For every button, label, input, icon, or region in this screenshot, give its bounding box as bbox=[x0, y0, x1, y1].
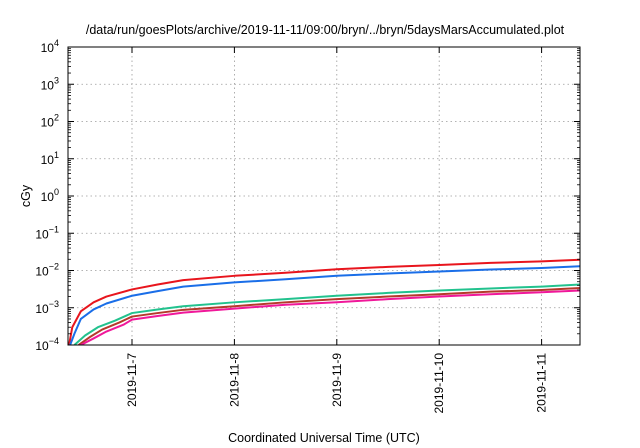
series-lines bbox=[68, 258, 580, 345]
y-tick-label: 10−2 bbox=[35, 262, 59, 279]
y-tick-label: 104 bbox=[41, 38, 59, 55]
x-tick-label: 2019-11-8 bbox=[227, 353, 241, 407]
x-tick-label: 2019-11-7 bbox=[125, 353, 139, 407]
y-tick-label: 103 bbox=[41, 75, 59, 92]
y-tick-label: 10−1 bbox=[35, 224, 59, 241]
x-tick-label: 2019-11-11 bbox=[535, 353, 549, 413]
x-axis: 2019-11-7 2019-11-8 2019-11-9 2019-11-10 201… bbox=[125, 47, 549, 414]
x-tick-label: 2019-11-10 bbox=[432, 353, 446, 414]
series-line-3 bbox=[73, 283, 580, 345]
y-tick-label: 101 bbox=[41, 150, 59, 167]
series-line-4 bbox=[78, 286, 580, 345]
y-tick-label: 100 bbox=[41, 187, 59, 204]
series-line-5 bbox=[80, 289, 580, 345]
y-axis-label: cGy bbox=[19, 184, 33, 207]
y-tick-label: 10−3 bbox=[35, 299, 59, 316]
y-tick-label: 10−4 bbox=[35, 336, 59, 353]
chart-title: /data/run/goesPlots/archive/2019-11-11/0… bbox=[86, 23, 565, 37]
series-line-1 bbox=[68, 258, 580, 345]
x-axis-label: Coordinated Universal Time (UTC) bbox=[228, 431, 420, 445]
x-tick-label: 2019-11-9 bbox=[330, 353, 344, 407]
series-line-2 bbox=[69, 265, 580, 345]
y-tick-label: 102 bbox=[41, 113, 59, 130]
y-axis: 10−4 10−3 10−2 10−1 100 101 102 103 104 bbox=[35, 38, 580, 353]
